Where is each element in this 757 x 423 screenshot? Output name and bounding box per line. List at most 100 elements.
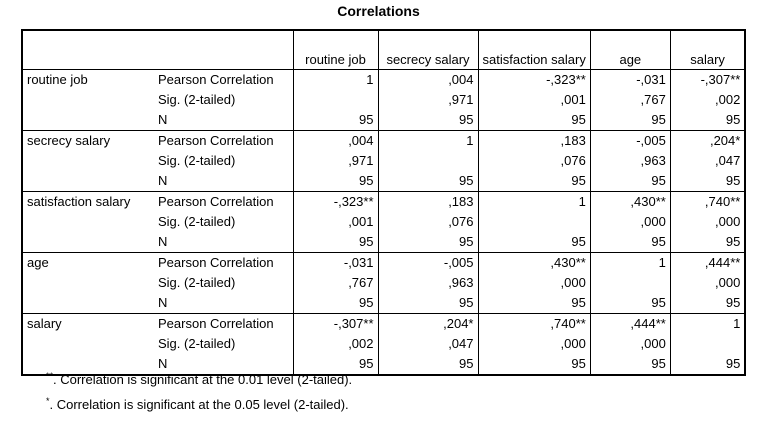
table-cell: ,444** bbox=[669, 251, 746, 273]
table-cell: 95 bbox=[669, 353, 746, 375]
table-row: Sig. (2-tailed) ,001,076 ,000,000 bbox=[22, 211, 746, 232]
table-cell: 95 bbox=[589, 170, 671, 191]
table-row: Sig. (2-tailed) ,002,047,000,000 bbox=[22, 333, 746, 354]
table-cell: ,004 bbox=[292, 129, 378, 151]
table-cell: ,971 bbox=[292, 150, 378, 171]
row-variable-spacer bbox=[22, 151, 154, 171]
table-cell: 95 bbox=[377, 170, 478, 191]
table-cell bbox=[477, 211, 591, 232]
table-cell: ,004 bbox=[377, 69, 478, 90]
table-cell: ,000 bbox=[669, 272, 746, 293]
column-header: age bbox=[589, 30, 671, 70]
table-row: secrecy salary Pearson Correlation ,004 1,1… bbox=[22, 129, 746, 151]
table-cell: ,000 bbox=[589, 211, 671, 232]
statistic-label: N bbox=[158, 173, 168, 188]
table-row: Sig. (2-tailed) ,971 ,076,963,047 bbox=[22, 150, 746, 171]
table-cell: 1 bbox=[377, 129, 478, 151]
table-cell: -,031 bbox=[292, 251, 378, 273]
table-cell: 95 bbox=[669, 292, 746, 313]
table-cell: 95 bbox=[589, 292, 671, 313]
table-cell: ,204* bbox=[377, 312, 478, 334]
statistic-label: Pearson Correlation bbox=[154, 129, 293, 151]
row-variable-spacer bbox=[22, 334, 154, 354]
table-cell: 95 bbox=[477, 170, 591, 191]
row-variable-label: salary bbox=[22, 312, 154, 334]
row-variable-spacer bbox=[22, 90, 154, 110]
table-cell: ,740** bbox=[669, 190, 746, 212]
table-cell: ,076 bbox=[477, 150, 591, 171]
table-cell: ,000 bbox=[477, 333, 591, 354]
footnote-text: . Correlation is significant at the 0.01… bbox=[53, 372, 353, 387]
table-cell: ,444** bbox=[589, 312, 671, 334]
table-cell: 95 bbox=[377, 231, 478, 252]
footnote-text: . Correlation is significant at the 0.05… bbox=[49, 397, 349, 412]
table-cell: 95 bbox=[669, 109, 746, 130]
table-cell: 95 bbox=[477, 353, 591, 375]
table-cell: 95 bbox=[669, 170, 746, 191]
table-cell: ,000 bbox=[589, 333, 671, 354]
table-row: Sig. (2-tailed) ,971,001,767,002 bbox=[22, 89, 746, 110]
row-variable-spacer bbox=[22, 232, 154, 253]
table-cell: ,767 bbox=[292, 272, 378, 293]
table-cell: ,204* bbox=[669, 129, 746, 151]
statistic-label: Pearson Correlation bbox=[154, 312, 293, 334]
footnote-005: *. Correlation is significant at the 0.0… bbox=[46, 396, 349, 412]
footnote-001: **. Correlation is significant at the 0.… bbox=[46, 371, 352, 387]
table-cell: 95 bbox=[477, 109, 591, 130]
statistic-label: N bbox=[158, 112, 168, 127]
statistic-label: Sig. (2-tailed) bbox=[158, 275, 236, 290]
table-cell: ,000 bbox=[669, 211, 746, 232]
column-header: satisfaction salary bbox=[477, 30, 591, 70]
table-cell: -,307** bbox=[292, 312, 378, 334]
table-cell: ,076 bbox=[377, 211, 478, 232]
table-cell: 1 bbox=[292, 69, 378, 90]
row-variable-label: secrecy salary bbox=[22, 129, 154, 151]
table-cell bbox=[589, 272, 671, 293]
table-title: Correlations bbox=[337, 3, 420, 19]
table-row: salary Pearson Correlation -,307** ,204* ,74… bbox=[22, 312, 746, 334]
table-cell bbox=[669, 333, 746, 354]
table-cell: -,005 bbox=[589, 129, 671, 151]
table-cell: ,002 bbox=[669, 89, 746, 110]
column-header: salary bbox=[669, 30, 746, 70]
table-cell: 95 bbox=[292, 292, 378, 313]
table-cell: -,307** bbox=[669, 69, 746, 90]
table-row: age Pearson Correlation -,031 -,005,430** 1,… bbox=[22, 251, 746, 273]
table-cell: 95 bbox=[589, 353, 671, 375]
table-cell bbox=[292, 89, 378, 110]
table-row: N 95 95 95 95 95 bbox=[22, 170, 746, 192]
table-cell: ,971 bbox=[377, 89, 478, 110]
table-cell: 95 bbox=[589, 109, 671, 130]
table-cell: 95 bbox=[377, 109, 478, 130]
table-cell: ,430** bbox=[477, 251, 591, 273]
row-variable-spacer bbox=[22, 212, 154, 232]
table-cell: ,047 bbox=[669, 150, 746, 171]
table-row: satisfaction salary Pearson Correlation -,… bbox=[22, 190, 746, 212]
table-row: N 95 95 95 95 95 bbox=[22, 292, 746, 314]
table-cell: 1 bbox=[589, 251, 671, 273]
table-cell: 95 bbox=[377, 292, 478, 313]
table-cell: 1 bbox=[669, 312, 746, 334]
row-variable-spacer bbox=[22, 171, 154, 192]
table-row: Sig. (2-tailed) ,767,963,000,000 bbox=[22, 272, 746, 293]
table-cell: 95 bbox=[477, 231, 591, 252]
table-cell: 95 bbox=[377, 353, 478, 375]
table-row: N 95 95 95 95 95 bbox=[22, 231, 746, 253]
row-variable-label: age bbox=[22, 251, 154, 273]
table-cell: ,963 bbox=[377, 272, 478, 293]
table-cell: 95 bbox=[292, 109, 378, 130]
column-header: routine job bbox=[292, 30, 378, 70]
table-cell: ,430** bbox=[589, 190, 671, 212]
table-cell: ,183 bbox=[377, 190, 478, 212]
row-variable-spacer bbox=[22, 293, 154, 314]
table-row: N 95 95 95 95 95 bbox=[22, 109, 746, 130]
row-variable-label: routine job bbox=[27, 72, 88, 87]
table-cell: 95 bbox=[589, 231, 671, 252]
table-cell: ,047 bbox=[377, 333, 478, 354]
table-cell: 95 bbox=[292, 231, 378, 252]
table-cell: ,740** bbox=[477, 312, 591, 334]
table-cell: -,323** bbox=[477, 69, 591, 90]
table-cell: -,005 bbox=[377, 251, 478, 273]
statistic-label: N bbox=[158, 356, 168, 371]
table-cell: ,001 bbox=[477, 89, 591, 110]
